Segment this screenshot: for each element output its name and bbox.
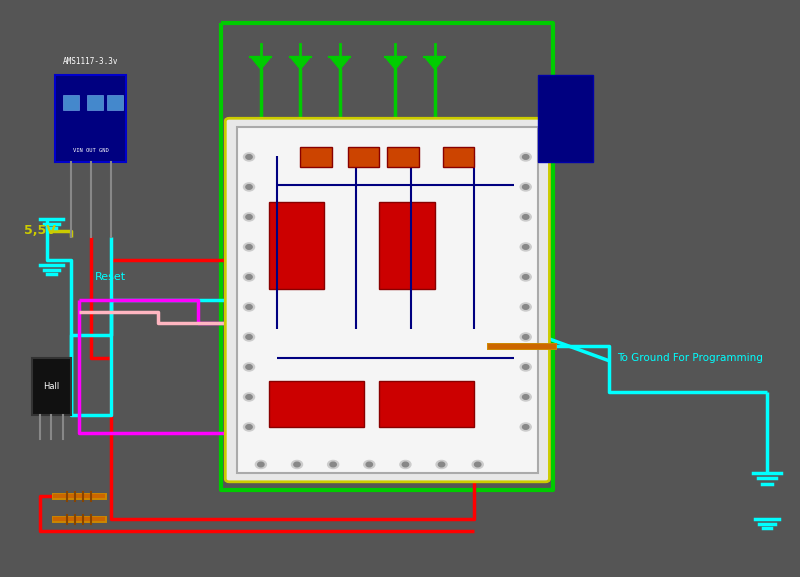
Circle shape [402, 462, 409, 467]
Text: To Ground For Programming: To Ground For Programming [617, 353, 762, 362]
Circle shape [243, 363, 254, 371]
Circle shape [246, 395, 252, 399]
Circle shape [243, 213, 254, 221]
Bar [237, 127, 538, 473]
Circle shape [522, 245, 529, 249]
Circle shape [246, 245, 252, 249]
Circle shape [522, 275, 529, 279]
Circle shape [472, 460, 483, 469]
Circle shape [520, 183, 531, 191]
Circle shape [438, 462, 445, 467]
Circle shape [520, 303, 531, 311]
Bar [379, 202, 434, 288]
Circle shape [258, 462, 264, 467]
Text: Hall: Hall [43, 382, 59, 391]
Circle shape [243, 183, 254, 191]
Bar [55, 75, 126, 162]
Polygon shape [250, 57, 271, 69]
Text: Reset: Reset [95, 272, 126, 282]
Circle shape [246, 155, 252, 159]
Circle shape [520, 393, 531, 401]
Circle shape [243, 393, 254, 401]
Circle shape [246, 185, 252, 189]
Circle shape [522, 335, 529, 339]
Circle shape [243, 273, 254, 281]
Bar [387, 147, 419, 167]
Bar [269, 202, 324, 288]
Circle shape [243, 333, 254, 341]
Text: AMS1117-3.3v: AMS1117-3.3v [63, 57, 118, 66]
Text: VIN OUT GND: VIN OUT GND [73, 148, 109, 153]
Circle shape [246, 365, 252, 369]
Bar [348, 147, 379, 167]
Circle shape [366, 462, 373, 467]
Circle shape [522, 425, 529, 429]
Circle shape [520, 273, 531, 281]
Circle shape [243, 243, 254, 251]
Circle shape [246, 305, 252, 309]
Circle shape [522, 305, 529, 309]
Circle shape [520, 363, 531, 371]
Circle shape [520, 153, 531, 161]
Circle shape [522, 155, 529, 159]
Circle shape [291, 460, 302, 469]
Polygon shape [424, 57, 446, 69]
Bar [106, 95, 122, 110]
Circle shape [436, 460, 447, 469]
Circle shape [330, 462, 336, 467]
Circle shape [522, 215, 529, 219]
Bar [300, 147, 332, 167]
Polygon shape [290, 57, 311, 69]
Circle shape [246, 425, 252, 429]
Polygon shape [330, 57, 350, 69]
Circle shape [246, 275, 252, 279]
Circle shape [246, 335, 252, 339]
Circle shape [520, 333, 531, 341]
Polygon shape [385, 57, 406, 69]
Circle shape [243, 423, 254, 431]
Circle shape [474, 462, 481, 467]
Circle shape [255, 460, 266, 469]
Circle shape [520, 423, 531, 431]
Bar [379, 381, 474, 427]
Bar [442, 147, 474, 167]
Circle shape [243, 303, 254, 311]
Bar [538, 75, 593, 162]
Circle shape [522, 185, 529, 189]
Circle shape [246, 215, 252, 219]
Circle shape [522, 395, 529, 399]
Circle shape [520, 243, 531, 251]
FancyBboxPatch shape [226, 118, 550, 482]
Circle shape [364, 460, 375, 469]
Bar [269, 381, 364, 427]
Circle shape [522, 365, 529, 369]
Circle shape [243, 153, 254, 161]
Text: 5,5V: 5,5V [24, 224, 55, 237]
Circle shape [294, 462, 300, 467]
Bar [87, 95, 102, 110]
Circle shape [328, 460, 338, 469]
Circle shape [520, 213, 531, 221]
Bar [32, 358, 71, 415]
Circle shape [400, 460, 411, 469]
Bar [63, 95, 79, 110]
